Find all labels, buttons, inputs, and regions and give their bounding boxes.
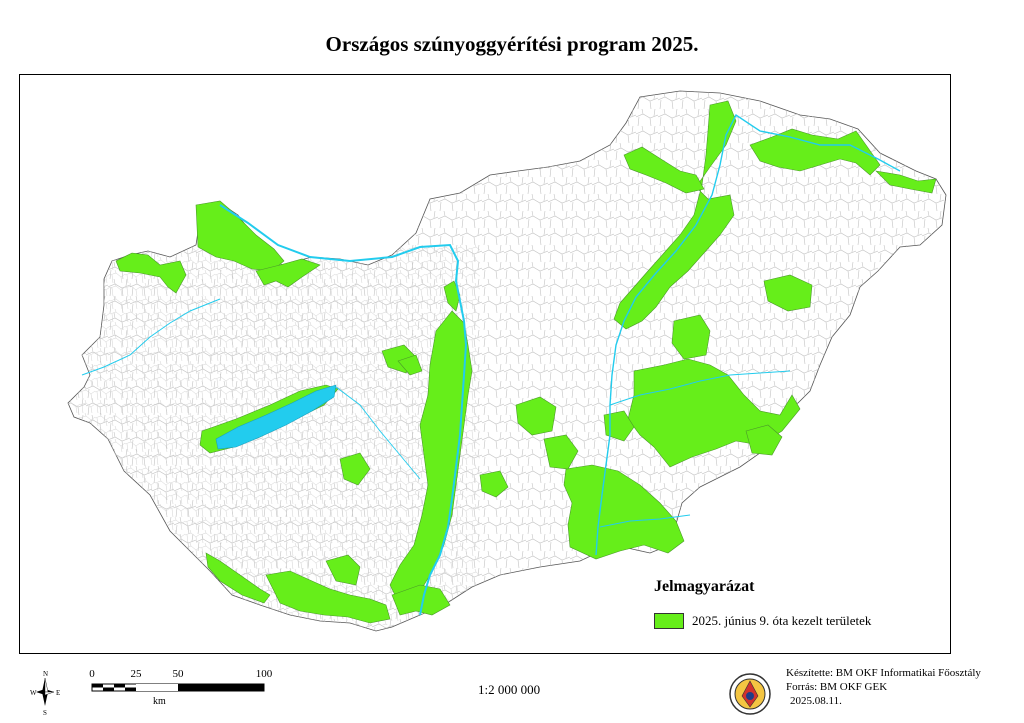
south-label: S [43, 709, 47, 716]
treated-area-csepel [389, 310, 473, 606]
north-arrow-icon: N W E S [30, 670, 60, 716]
treated-area-szentes [745, 424, 783, 456]
legend-item: 2025. június 9. óta kezelt területek [654, 613, 871, 629]
treated-area-fejer [339, 452, 371, 486]
scale-tick-0: 0 [89, 668, 95, 680]
river-sio [335, 386, 421, 480]
map-legend: Jelmagyarázat 2025. június 9. óta kezelt… [640, 570, 930, 640]
treated-area-moson [115, 252, 187, 294]
legend-title: Jelmagyarázat [654, 578, 755, 595]
treated-area-danube-west [255, 258, 321, 288]
scale-unit: km [153, 696, 166, 707]
credit-made-by: Készítette: BM OKF Informatikai Főosztál… [786, 667, 981, 679]
treated-area-drava-mid [265, 570, 391, 624]
treated-area-kiskunsag [479, 470, 509, 498]
scale-tick-100: 100 [255, 668, 273, 680]
water-layer [81, 113, 901, 616]
legend-label-treated: 2025. június 9. óta kezelt területek [692, 613, 872, 628]
lake-balaton [215, 384, 337, 450]
treated-area-hajdu2 [671, 314, 711, 360]
north-label: N [43, 670, 48, 678]
legend-swatch-treated [654, 613, 684, 629]
treated-area-szatmar [749, 128, 881, 176]
map-scale-ratio: 1:2 000 000 [478, 682, 541, 697]
scale-bar: 0 25 50 100 km [89, 668, 280, 713]
hungary-map[interactable] [20, 75, 951, 654]
treated-area-szolnok [543, 434, 579, 470]
map-title: Országos szúnyoggyérítési program 2025. [325, 32, 699, 56]
treated-area-danube-bend [443, 280, 461, 312]
treated-area-bereg [875, 170, 937, 194]
treated-area-ipoly [397, 354, 423, 376]
map-frame[interactable] [19, 74, 951, 654]
treated-area-drava-west [205, 552, 271, 604]
river-koros [609, 370, 791, 406]
treated-area-baranya [325, 554, 361, 586]
credit-source: Forrás: BM OKF GEK [786, 681, 888, 693]
map-credits: Készítette: BM OKF Informatikai Főosztál… [786, 666, 981, 708]
scale-tick-50: 50 [172, 668, 184, 680]
treated-area-danube-south [391, 584, 451, 616]
bm-okf-logo-icon [729, 673, 771, 715]
river-maros [599, 514, 691, 528]
treated-area-bodrog [623, 146, 705, 194]
west-label: W [30, 689, 37, 697]
treated-area-bekes [563, 464, 685, 560]
treated-area-csongrad [603, 410, 635, 442]
treated-area-tisza-upper [613, 100, 737, 330]
treated-area-hajdu [763, 274, 813, 312]
scale-bar-graphic [91, 683, 265, 692]
river-raba [81, 298, 221, 376]
treated-area-jasz [515, 396, 557, 436]
east-label: E [56, 689, 60, 697]
river-tisza [595, 113, 901, 556]
scale-tick-25: 25 [130, 668, 142, 680]
credit-date: 2025.08.11. [790, 695, 842, 707]
river-danube [219, 204, 468, 616]
